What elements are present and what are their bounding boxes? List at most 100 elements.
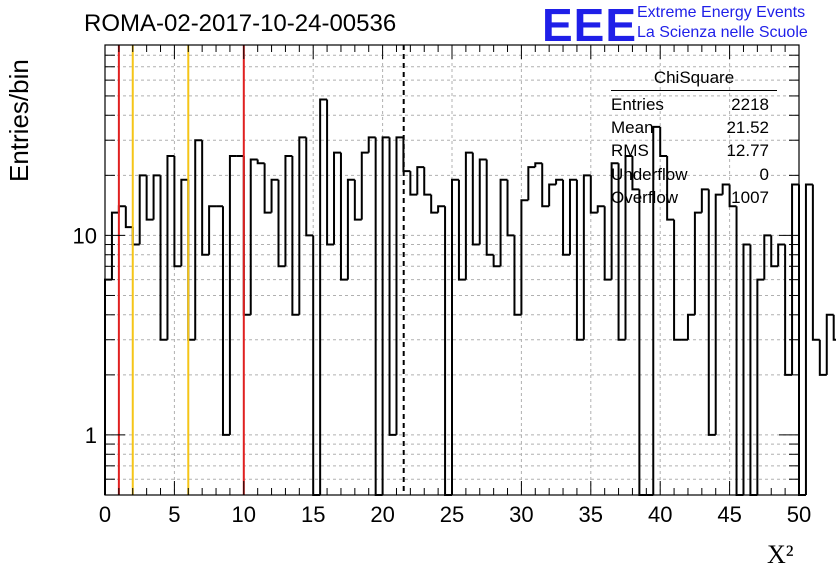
histogram-bin (208, 205, 217, 255)
histogram-bin (457, 179, 466, 281)
histogram-bin (360, 151, 369, 220)
histogram-bin (562, 179, 570, 256)
histogram-bin (631, 156, 640, 191)
histogram-bin (263, 163, 272, 214)
histogram-bin (339, 152, 348, 281)
histogram-bin (173, 156, 182, 268)
stats-row: Mean 21.52 (611, 116, 777, 139)
histogram-bin (770, 235, 779, 268)
stats-value: 0 (759, 164, 769, 184)
eee-logo: EEE (542, 0, 638, 51)
histogram-bin (326, 99, 335, 246)
stats-row: Underflow 0 (611, 163, 777, 186)
histogram-bin (464, 151, 473, 280)
histogram-bin (798, 184, 806, 496)
histogram-bin (603, 206, 612, 281)
histogram-bin (395, 136, 404, 435)
stats-value: 12.77 (726, 141, 769, 161)
histogram-bin (506, 179, 515, 237)
histogram-bin (818, 339, 827, 376)
histogram-bin (624, 155, 633, 340)
histogram-bin (728, 184, 737, 208)
histogram-bin (166, 155, 175, 340)
histogram-bin (610, 162, 619, 280)
axis-ticks (104, 45, 800, 495)
histogram-bin (291, 156, 300, 316)
x-tick-label: 50 (787, 502, 811, 527)
histogram-bin (381, 136, 390, 495)
histogram-bin (742, 243, 751, 495)
histogram-bin (367, 136, 376, 153)
histogram-bin (659, 126, 668, 157)
histogram-bin (451, 178, 459, 495)
logo-line-2: La Scienza nelle Scuole (637, 24, 808, 41)
histogram-bin (305, 137, 314, 237)
x-tick-label: 25 (440, 502, 464, 527)
histogram-bin (832, 314, 836, 341)
histogram-bin (693, 211, 702, 315)
histogram-bin (312, 235, 321, 496)
histogram-bin (221, 206, 230, 436)
x-tick-label: 35 (579, 502, 603, 527)
histogram-bin (201, 140, 210, 256)
stats-label: Entries (611, 95, 664, 114)
histogram-bin (430, 194, 439, 214)
histogram-bin (541, 163, 550, 208)
histogram-bin (444, 206, 452, 496)
histogram-bin (471, 152, 480, 246)
histogram-bin (777, 243, 786, 267)
histogram-bin (298, 136, 307, 315)
histogram-bin (555, 178, 564, 185)
histogram-bin (575, 179, 584, 341)
histogram-bin (388, 137, 397, 436)
histogram-bin (666, 156, 675, 221)
x-tick-label: 0 (99, 502, 111, 527)
histogram-bin (124, 206, 133, 229)
reference-lines (117, 45, 405, 495)
histogram-bin (673, 219, 682, 341)
stats-label: RMS (611, 141, 649, 161)
stats-row: Entries 2218 (611, 93, 777, 116)
histogram-bin (617, 163, 626, 341)
histogram-bin (284, 155, 293, 267)
histogram-bin (700, 188, 709, 213)
stats-value: 2218 (731, 95, 769, 114)
histogram-bin (319, 98, 328, 495)
histogram-bin (138, 174, 147, 245)
histogram-bin (735, 206, 744, 496)
x-axis-label: X² (767, 540, 794, 569)
histogram-bin (686, 313, 695, 340)
histogram-bin (333, 151, 341, 245)
histogram-bin (811, 184, 820, 341)
x-tick-label: 10 (232, 502, 256, 527)
histogram-bin (652, 125, 661, 495)
histogram-bin (548, 183, 557, 207)
stats-row: RMS 12.77 (611, 139, 777, 162)
histogram-bin (485, 159, 494, 256)
histogram-bin (721, 183, 730, 195)
stats-label: Mean (611, 118, 654, 138)
histogram-bin (825, 313, 834, 375)
histogram-bin (582, 174, 591, 340)
tick-labels: 0 5 10 15 20 25 30 35 40 45 50 1 10 (73, 223, 812, 527)
histogram-bin (409, 171, 418, 196)
x-tick-label: 5 (168, 502, 180, 527)
histogram-bin (416, 166, 425, 195)
histogram-bin (527, 166, 536, 201)
histogram-bin (804, 183, 813, 495)
y-axis-label: Entries/bin (4, 59, 34, 182)
histogram-bin (180, 178, 189, 267)
histogram-bin (437, 205, 446, 213)
histogram-bin (187, 179, 196, 341)
histogram-bin (534, 162, 543, 168)
histogram-bin (346, 178, 355, 280)
stats-value: 21.52 (726, 118, 769, 138)
histogram-bin (589, 175, 598, 214)
histogram-bin (374, 137, 383, 496)
x-tick-label: 15 (301, 502, 325, 527)
histogram-bin (499, 178, 508, 267)
histogram-bin (423, 167, 432, 196)
chart-title: ROMA-02-2017-10-24-00536 (84, 10, 397, 37)
logo-line-1: Extreme Energy Events (637, 4, 806, 21)
